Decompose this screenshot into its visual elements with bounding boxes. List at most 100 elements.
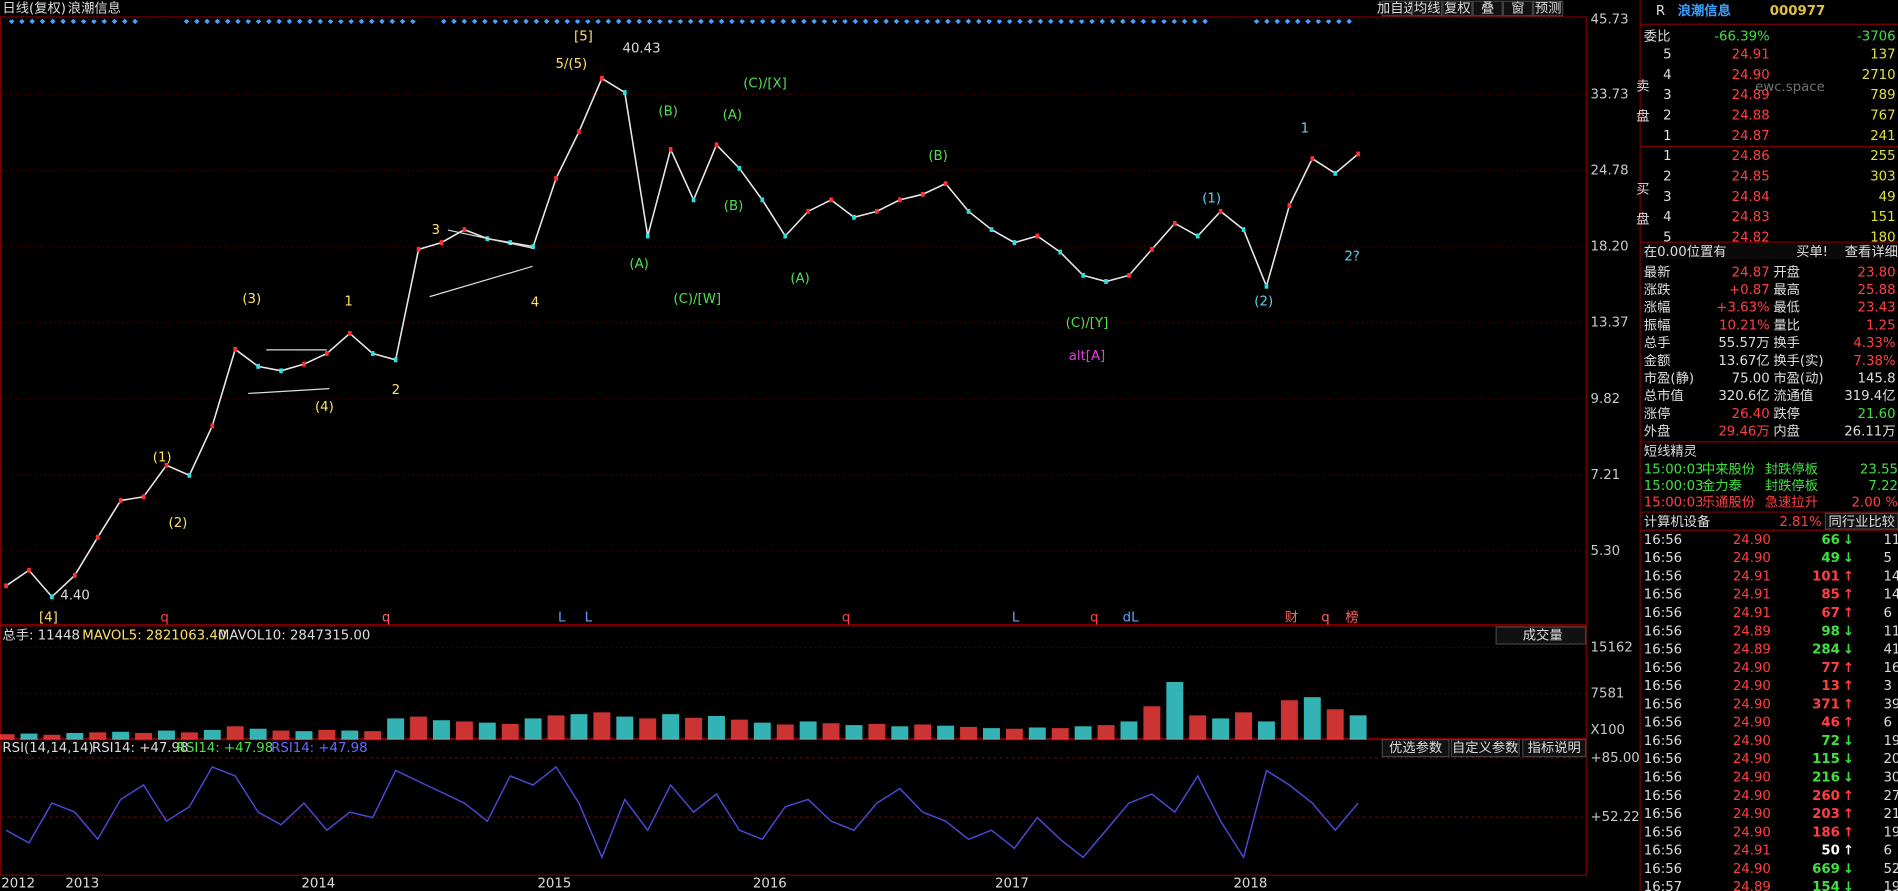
volume-bar [387,718,405,740]
toolbar-button[interactable]: 复权 [1444,0,1471,17]
candle [370,351,375,356]
stat-label: 内盘 [1773,422,1800,439]
level: 1 [1663,129,1671,144]
tick-count: 11 [1883,624,1898,639]
candle [50,594,54,600]
volume-bar [1143,706,1161,740]
toolbar-button[interactable]: 加自选 [1377,1,1417,17]
tick-price: 24.91 [1733,606,1771,621]
tick-volume: 49 [1821,551,1840,566]
tick-price: 24.90 [1733,789,1771,804]
wave-label: 4 [531,296,539,311]
tick-volume: 186 [1812,825,1840,840]
event-diamond [91,18,97,25]
event-diamond [1253,18,1260,25]
event-diamond [759,18,766,25]
sprite-event: 封跌停板 [1765,461,1818,478]
ratio-diff: -3706 [1857,29,1896,44]
toolbar-button[interactable]: 叠 [1481,1,1494,17]
rsi-header: RSI14: +47.98 [271,741,367,756]
toolbar-button[interactable]: 窗 [1511,0,1524,17]
tick-price: 24.90 [1733,716,1771,731]
candle [325,351,329,356]
volume-bar [1212,718,1230,740]
tick-time: 16:56 [1644,569,1682,584]
volume-header: 总手: 11448 [2,628,80,644]
volume-bar [1097,725,1115,740]
volume-bar [226,726,244,740]
stat-label: 涨幅 [1644,300,1671,316]
volume-bar [1005,728,1023,740]
candle [920,191,925,197]
candle [897,197,902,203]
candle [72,572,77,578]
candle [875,208,879,214]
y-tick-label: 18.20 [1591,240,1629,255]
tick-time: 16:56 [1644,752,1682,767]
tick-direction: ↑ [1843,825,1854,840]
tick-volume: 72 [1821,734,1840,749]
indicator-button[interactable]: 自定义参数 [1452,739,1518,756]
order-price: 24.87 [1732,129,1770,144]
toolbar-button-bg [1412,0,1443,17]
volume-bar [776,724,794,740]
tick-count: 14 [1883,569,1898,584]
toolbar-button[interactable]: 均线 [1414,1,1441,17]
order-price: 24.88 [1732,109,1770,124]
tick-direction: ↑ [1843,679,1854,694]
candle [829,197,833,203]
tick-count: 27 [1883,789,1898,804]
stat-label: 总市值 [1644,387,1684,404]
toolbar-button-bg [1381,0,1413,17]
detail-link[interactable]: 查看详细 [1845,244,1898,260]
toolbar-button-bg [1533,0,1564,17]
tick-volume: 101 [1812,569,1840,584]
tick-count: 19 [1883,734,1898,749]
volume-bar [891,726,909,740]
sprite-value: 7.22 [1868,479,1898,494]
indicator-button[interactable]: 优选参数 [1389,739,1442,756]
event-diamond [677,18,684,25]
y-tick-label: 13.37 [1591,316,1629,331]
wave-label: (A) [629,257,648,272]
volume-bar [662,714,680,740]
tick-direction: ↓ [1843,734,1854,749]
indicator-selector[interactable]: 成交量 [1523,627,1563,644]
x-tick-label: 2016 [753,877,787,891]
tick-time: 16:56 [1644,533,1682,548]
x-tick-label: 2015 [537,877,571,891]
volume-bar [1189,715,1207,740]
candle [27,567,31,573]
candle [1172,220,1177,226]
candle [279,368,283,374]
volume-bar [822,723,840,740]
candle [347,331,352,336]
stat-value: 145.8 [1858,371,1896,386]
order-price: 24.90 [1732,68,1770,83]
indicator-button[interactable]: 指标说明 [1528,740,1581,756]
toolbar-button-bg [1502,0,1534,17]
volume-bar [1235,712,1253,740]
volume-bar [753,722,771,740]
event-marker: 财 [1285,609,1298,625]
tick-time: 16:56 [1644,588,1682,603]
tick-count: 52 [1883,862,1898,877]
stat-label: 最高 [1773,281,1800,298]
event-diamond [1315,18,1322,25]
order-price: 24.84 [1732,190,1770,205]
volume-bar [1051,728,1069,740]
wave-label: (2) [169,516,188,531]
candle [439,240,444,246]
wave-label: (1) [1202,192,1221,207]
rsi-line [5,765,1359,860]
tick-count: 6 [1883,606,1891,621]
tick-volume: 50 [1821,844,1840,859]
x-tick-label: 2012 [1,877,35,891]
order-price: 24.83 [1732,210,1770,225]
x-tick-label: 2017 [995,877,1029,891]
toolbar-button[interactable]: 预测 [1535,1,1562,17]
tick-time: 16:56 [1644,734,1682,749]
compare-button[interactable]: 同行业比较 [1828,514,1894,530]
rsi-header: RSI14: +47.98 [177,741,273,756]
stat-label: 涨跌 [1644,282,1671,298]
